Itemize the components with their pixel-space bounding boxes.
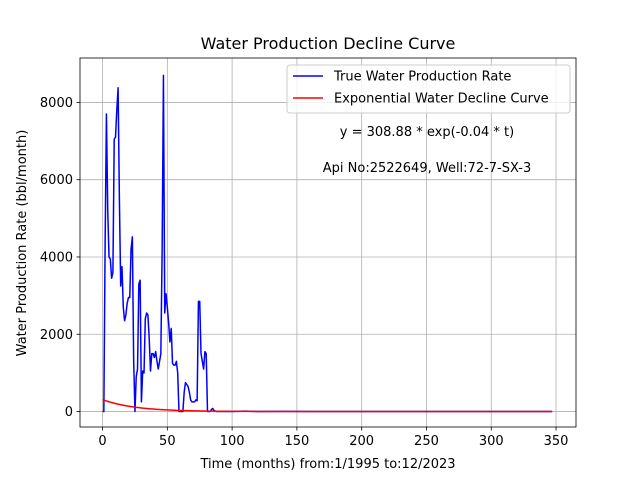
legend-box [286, 64, 571, 114]
legend-label-true-water: True Water Production Rate [333, 70, 511, 85]
y-tick-label: 2000 [40, 328, 73, 343]
x-tick-label: 0 [98, 434, 106, 449]
series-layer [102, 74, 553, 413]
x-tick-label: 250 [414, 434, 439, 449]
chart-title: Water Production Decline Curve [201, 34, 456, 53]
x-tick-label: 50 [159, 434, 176, 449]
tick-layer: 0 50 100 150 200 250 300 350 0 2000 4000 6000 8000 [40, 96, 569, 449]
fit-equation-annotation: y = 308.88 * exp(-0.04 * t) [340, 125, 514, 140]
y-axis-label: Water Production Rate (bbl/month) [15, 130, 30, 357]
legend: True Water Production Rate Exponential W… [286, 64, 571, 114]
well-info-annotation: Api No:2522649, Well:72-7-SX-3 [323, 161, 531, 176]
y-tick-label: 8000 [40, 96, 73, 111]
y-tick-label: 4000 [40, 250, 73, 265]
x-tick-label: 100 [220, 434, 245, 449]
grid-layer [80, 58, 576, 427]
x-tick-label: 150 [284, 434, 309, 449]
y-tick-label: 0 [65, 405, 73, 420]
legend-label-exponential-fit: Exponential Water Decline Curve [334, 92, 549, 107]
x-tick-label: 350 [544, 434, 569, 449]
x-tick-label: 300 [479, 434, 504, 449]
exponential-decline-line [102, 398, 553, 413]
x-axis-label: Time (months) from:1/1995 to:12/2023 [199, 457, 455, 472]
y-tick-label: 6000 [40, 173, 73, 188]
x-tick-label: 200 [349, 434, 374, 449]
plot-frame [79, 57, 577, 428]
